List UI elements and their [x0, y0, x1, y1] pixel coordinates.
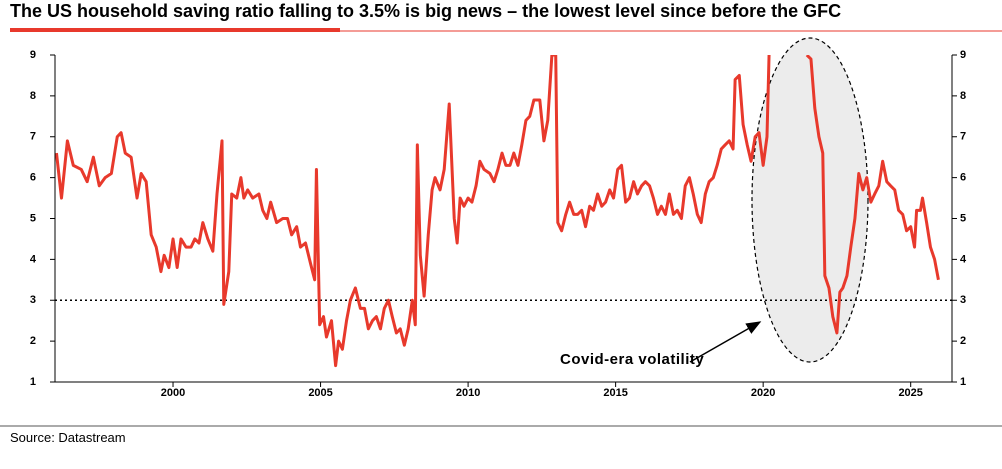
y2-tick-label: 7: [960, 131, 966, 143]
y-tick-label: 2: [30, 335, 36, 347]
y-tick-label: 3: [30, 294, 36, 306]
y-tick-label: 8: [30, 90, 36, 102]
x-tick-label: 2020: [751, 387, 775, 399]
y2-tick-label: 3: [960, 294, 966, 306]
y-tick-label: 4: [30, 253, 37, 265]
highlight-ellipse: [751, 37, 869, 363]
y-tick-label: 9: [30, 49, 36, 61]
y2-tick-label: 4: [960, 253, 967, 265]
plot-area: [55, 55, 952, 368]
annotation: Covid-era volatility: [560, 351, 704, 368]
y-tick-label: 1: [30, 376, 36, 388]
y2-tick-label: 6: [960, 172, 966, 184]
annotation-arrow: [689, 321, 762, 363]
y2-tick-label: 5: [960, 212, 966, 224]
data-line: [55, 55, 940, 368]
y2-tick-label: 9: [960, 49, 966, 61]
x-tick-label: 2025: [898, 387, 922, 399]
y-tick-label: 6: [30, 172, 36, 184]
y2-tick-label: 8: [960, 90, 966, 102]
x-tick-label: 2000: [161, 387, 185, 399]
x-tick-label: 2005: [308, 387, 332, 399]
x-tick-label: 2015: [603, 387, 627, 399]
source: Source: Datastream: [10, 430, 126, 445]
y-tick-label: 7: [30, 131, 36, 143]
y-tick-label: 5: [30, 212, 36, 224]
y2-tick-label: 2: [960, 335, 966, 347]
chart-title: The US household saving ratio falling to…: [10, 1, 841, 21]
x-tick-label: 2010: [456, 387, 480, 399]
y2-tick-label: 1: [960, 376, 966, 388]
title-underline: [10, 28, 340, 32]
